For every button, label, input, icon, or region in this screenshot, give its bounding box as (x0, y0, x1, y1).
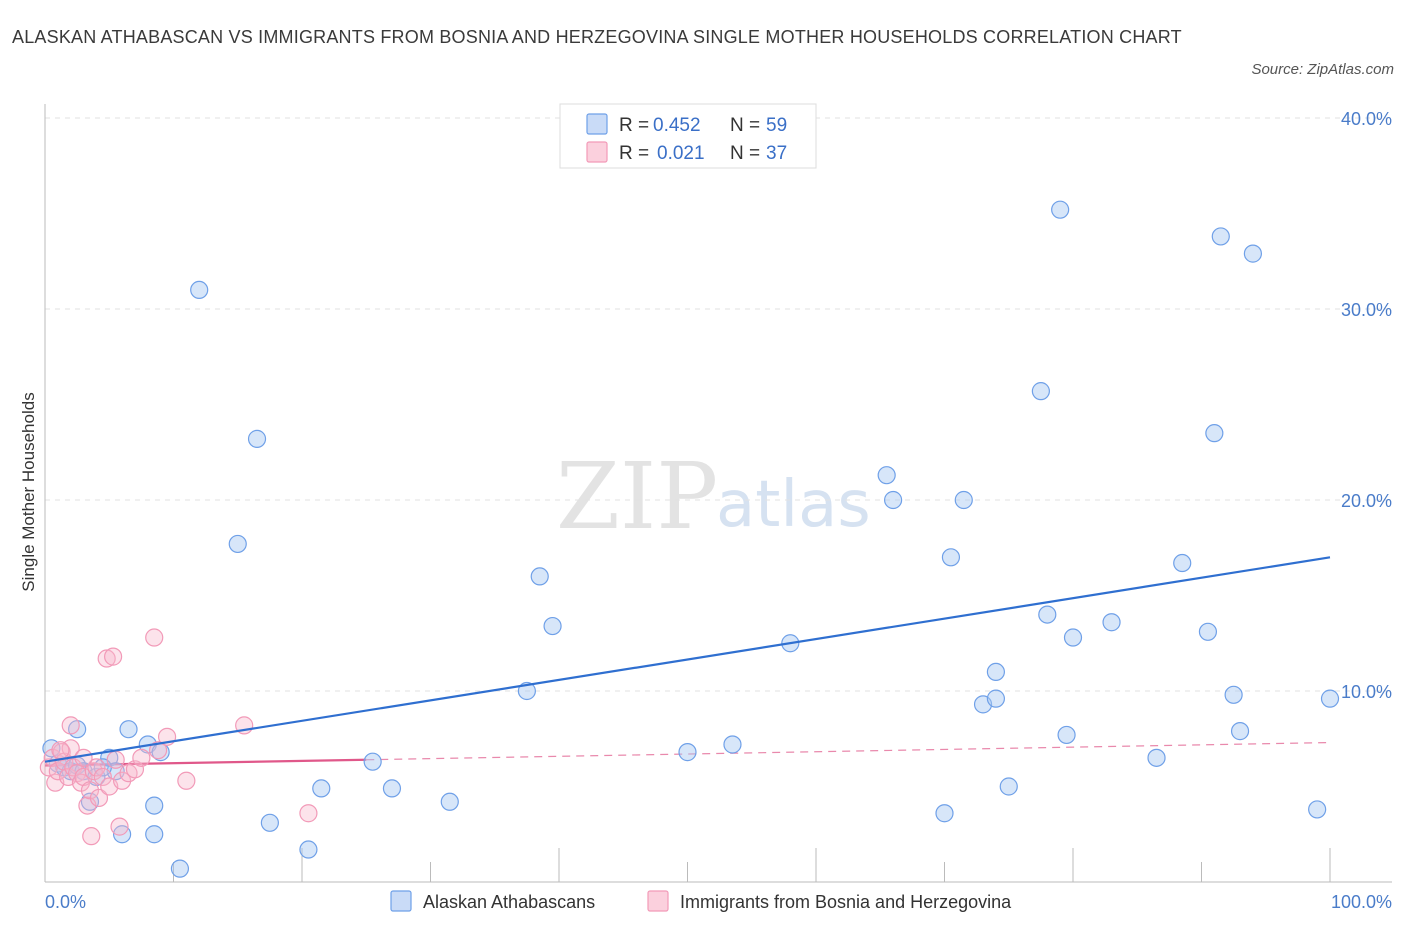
point-athabascan (228, 534, 247, 554)
point-bosnia (89, 788, 109, 808)
point-athabascan (1308, 800, 1327, 819)
point-bosnia (93, 767, 112, 787)
point-bosnia (82, 827, 101, 846)
legend-n-value-1: 59 (766, 115, 787, 136)
legend: R = 0.452 N = 59 R = 0.021 N = 37 (559, 103, 817, 169)
y-tick-label: 30.0% (1341, 300, 1392, 320)
point-bosnia (97, 649, 116, 668)
point-athabascan (1063, 628, 1083, 647)
point-athabascan (543, 616, 562, 636)
bottom-legend-label-2: Immigrants from Bosnia and Herzegovina (680, 892, 1012, 912)
point-bosnia (177, 771, 196, 790)
point-athabascan (1198, 622, 1218, 641)
point-athabascan (42, 739, 61, 758)
point-athabascan (678, 743, 697, 762)
point-athabascan (999, 777, 1018, 796)
y-tick-labels: 10.0% 20.0% 30.0% 40.0% (1341, 109, 1392, 702)
point-bosnia (74, 748, 93, 767)
point-athabascan (170, 859, 190, 878)
legend-r-value-2: 0.021 (657, 143, 705, 164)
chart-source: Source: ZipAtlas.com (1251, 61, 1394, 78)
bottom-legend-swatch-blue (390, 890, 412, 912)
bottom-legend: Alaskan Athabascans Immigrants from Bosn… (390, 890, 1012, 912)
trendline-athabascans-line (44, 556, 1331, 763)
point-athabascan (877, 466, 896, 485)
point-athabascan (440, 792, 459, 811)
point-athabascan (1038, 605, 1057, 624)
point-athabascan (363, 752, 382, 771)
legend-r-label-2: R = (619, 143, 649, 164)
watermark-zip: ZIP (556, 443, 718, 550)
point-athabascan (1320, 689, 1340, 708)
point-athabascan (1147, 748, 1166, 767)
gridlines (45, 117, 1392, 692)
points-bosnia-herzegovina (39, 628, 318, 846)
point-athabascan (530, 567, 549, 586)
point-bosnia (125, 760, 145, 779)
watermark-atlas: atlas (716, 468, 871, 542)
bottom-legend-swatch-pink (647, 890, 669, 912)
point-athabascan (941, 548, 961, 567)
point-bosnia (87, 758, 106, 777)
point-athabascan (1230, 722, 1250, 741)
point-athabascan (883, 490, 903, 510)
legend-n-label-2: N = (730, 143, 760, 164)
y-axis-title: Single Mother Households (19, 392, 38, 591)
bottom-legend-label-1: Alaskan Athabascans (423, 892, 595, 912)
point-athabascan (299, 840, 318, 859)
point-bosnia (299, 804, 318, 823)
point-bosnia (104, 647, 123, 666)
chart-title: ALASKAN ATHABASCAN VS IMMIGRANTS FROM BO… (12, 27, 1182, 47)
axes (44, 104, 1392, 883)
point-athabascan (1031, 382, 1050, 401)
y-tick-label: 10.0% (1341, 682, 1392, 702)
point-athabascan (247, 429, 267, 448)
watermark: ZIP atlas (556, 443, 871, 550)
point-athabascan (1057, 725, 1076, 745)
point-athabascan (1211, 227, 1230, 246)
legend-n-value-2: 37 (766, 143, 787, 164)
point-bosnia (132, 748, 151, 767)
x-tick-labels: 0.0% 100.0% (45, 892, 1392, 912)
legend-swatch-pink (586, 141, 608, 163)
point-bosnia (106, 750, 125, 769)
point-athabascan (145, 825, 164, 844)
point-athabascan (382, 779, 402, 798)
y-tick-label: 40.0% (1341, 109, 1392, 129)
point-bosnia (61, 716, 80, 735)
point-athabascan (260, 813, 279, 832)
point-bosnia (110, 817, 129, 836)
point-athabascan (954, 490, 973, 510)
point-bosnia (145, 628, 164, 647)
point-bosnia (112, 771, 132, 790)
point-bosnia (148, 741, 168, 760)
point-athabascan (935, 804, 954, 823)
point-bosnia (51, 741, 70, 760)
point-athabascan (723, 735, 742, 754)
legend-n-label-1: N = (730, 115, 760, 136)
x-tick-label-max: 100.0% (1331, 892, 1392, 912)
point-athabascan (312, 779, 331, 798)
y-tick-label: 20.0% (1341, 491, 1392, 511)
trendline-athabascans (44, 556, 1331, 763)
x-tick-label-min: 0.0% (45, 892, 86, 912)
legend-r-label-1: R = (619, 115, 649, 136)
trendline-bosnia-dashed (366, 741, 1331, 761)
point-athabascan (1205, 424, 1224, 443)
point-athabascan (986, 662, 1006, 682)
point-athabascan (145, 796, 164, 815)
point-athabascan (190, 280, 209, 299)
point-athabascan (986, 689, 1006, 708)
point-bosnia (48, 762, 67, 781)
legend-r-value-1: 0.452 (653, 115, 701, 136)
point-athabascan (119, 720, 138, 739)
point-athabascan (1243, 244, 1263, 263)
point-athabascan (1224, 685, 1243, 704)
point-athabascan (1102, 613, 1121, 632)
point-athabascan (1173, 553, 1192, 573)
point-athabascan (1051, 200, 1070, 219)
legend-swatch-blue (586, 113, 608, 135)
